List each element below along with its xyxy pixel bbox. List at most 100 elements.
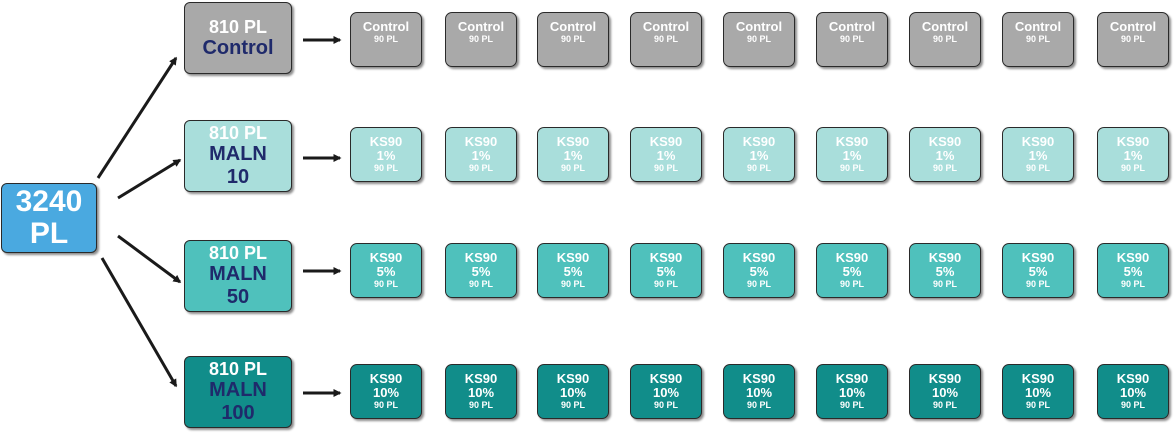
group-pl-count: 810 PL	[208, 243, 268, 263]
tank-concentration: 5%	[1028, 264, 1048, 279]
tank-name: KS90	[928, 134, 962, 149]
tank-box-maln100-1: KS90 10% 90 PL	[350, 364, 422, 419]
tank-box-control-3: Control 90 PL	[537, 12, 609, 67]
tank-concentration: 5%	[935, 264, 955, 279]
group-pl-count: 810 PL	[208, 123, 268, 143]
tank-concentration: 1%	[471, 148, 491, 163]
tank-box-maln50-6: KS90 5% 90 PL	[816, 243, 888, 298]
tank-box-maln50-5: KS90 5% 90 PL	[723, 243, 795, 298]
tank-box-control-9: Control 90 PL	[1097, 12, 1169, 67]
tank-box-maln100-6: KS90 10% 90 PL	[816, 364, 888, 419]
tank-box-maln10-6: KS90 1% 90 PL	[816, 127, 888, 182]
tank-pl-count: 90 PL	[1025, 34, 1050, 44]
tank-pl-count: 90 PL	[839, 279, 864, 289]
tank-concentration: 10%	[372, 385, 400, 400]
tank-name: Control	[1014, 19, 1062, 34]
tank-pl-count: 90 PL	[746, 279, 771, 289]
group-box-maln50: 810 PL MALN 50	[184, 240, 292, 312]
tank-box-maln10-3: KS90 1% 90 PL	[537, 127, 609, 182]
arrow-root-to-maln50	[117, 234, 182, 284]
group-name: MALN	[209, 379, 267, 401]
tank-name: Control	[828, 19, 876, 34]
tank-box-maln10-8: KS90 1% 90 PL	[1002, 127, 1074, 182]
tank-concentration: 1%	[1028, 148, 1048, 163]
tank-name: KS90	[464, 371, 498, 386]
tank-concentration: 1%	[376, 148, 396, 163]
tank-box-maln50-3: KS90 5% 90 PL	[537, 243, 609, 298]
tank-pl-count: 90 PL	[468, 34, 493, 44]
tank-name: KS90	[556, 134, 590, 149]
tank-concentration: 1%	[1123, 148, 1143, 163]
tank-name: KS90	[742, 134, 776, 149]
tank-name: KS90	[464, 250, 498, 265]
tank-pl-count: 90 PL	[373, 279, 398, 289]
tank-pl-count: 90 PL	[932, 34, 957, 44]
group-dose: 10	[226, 166, 250, 188]
group-box-control: 810 PL Control	[184, 2, 292, 74]
tank-box-maln10-9: KS90 1% 90 PL	[1097, 127, 1169, 182]
tank-box-maln100-5: KS90 10% 90 PL	[723, 364, 795, 419]
tank-name: KS90	[1116, 250, 1150, 265]
tank-box-control-2: Control 90 PL	[445, 12, 517, 67]
tank-name: KS90	[369, 134, 403, 149]
tank-concentration: 1%	[563, 148, 583, 163]
tank-pl-count: 90 PL	[746, 400, 771, 410]
tank-pl-count: 90 PL	[1120, 34, 1145, 44]
tank-name: KS90	[649, 134, 683, 149]
tank-pl-count: 90 PL	[839, 400, 864, 410]
tank-pl-count: 90 PL	[839, 34, 864, 44]
group-pl-count: 810 PL	[208, 16, 268, 37]
tank-name: KS90	[649, 250, 683, 265]
tank-name: KS90	[369, 250, 403, 265]
tank-box-maln10-1: KS90 1% 90 PL	[350, 127, 422, 182]
tank-concentration: 10%	[931, 385, 959, 400]
tank-concentration: 5%	[842, 264, 862, 279]
tank-pl-count: 90 PL	[653, 34, 678, 44]
tank-box-maln10-2: KS90 1% 90 PL	[445, 127, 517, 182]
tank-name: Control	[735, 19, 783, 34]
tank-pl-count: 90 PL	[1120, 400, 1145, 410]
tank-pl-count: 90 PL	[1120, 163, 1145, 173]
tank-box-maln100-4: KS90 10% 90 PL	[630, 364, 702, 419]
tank-name: KS90	[649, 371, 683, 386]
tank-name: KS90	[928, 250, 962, 265]
tank-concentration: 10%	[745, 385, 773, 400]
tank-pl-count: 90 PL	[1025, 400, 1050, 410]
tank-pl-count: 90 PL	[560, 400, 585, 410]
tank-name: KS90	[556, 371, 590, 386]
tank-box-maln10-7: KS90 1% 90 PL	[909, 127, 981, 182]
group-box-maln100: 810 PL MALN 100	[184, 356, 292, 428]
arrow-root-to-maln10	[117, 158, 182, 200]
tank-concentration: 10%	[1119, 385, 1147, 400]
tank-name: KS90	[835, 134, 869, 149]
tank-box-control-7: Control 90 PL	[909, 12, 981, 67]
tank-name: KS90	[369, 371, 403, 386]
tank-pl-count: 90 PL	[839, 163, 864, 173]
root-box-total-pl: 3240 PL	[1, 183, 97, 253]
tank-name: KS90	[835, 250, 869, 265]
tank-name: Control	[642, 19, 690, 34]
tank-pl-count: 90 PL	[373, 163, 398, 173]
tank-concentration: 10%	[1024, 385, 1052, 400]
tank-name: Control	[1109, 19, 1157, 34]
tank-pl-count: 90 PL	[373, 34, 398, 44]
tank-concentration: 5%	[749, 264, 769, 279]
tank-pl-count: 90 PL	[653, 279, 678, 289]
tank-name: KS90	[928, 371, 962, 386]
tank-concentration: 1%	[842, 148, 862, 163]
tank-concentration: 5%	[656, 264, 676, 279]
tank-box-maln100-7: KS90 10% 90 PL	[909, 364, 981, 419]
arrow-root-to-control	[96, 56, 178, 179]
tank-pl-count: 90 PL	[560, 34, 585, 44]
tank-concentration: 5%	[563, 264, 583, 279]
group-box-maln10: 810 PL MALN 10	[184, 120, 292, 192]
arrow-root-to-maln100	[100, 257, 178, 388]
tank-box-control-6: Control 90 PL	[816, 12, 888, 67]
tank-box-maln50-1: KS90 5% 90 PL	[350, 243, 422, 298]
tank-pl-count: 90 PL	[746, 34, 771, 44]
tank-pl-count: 90 PL	[746, 163, 771, 173]
tank-pl-count: 90 PL	[1120, 279, 1145, 289]
tank-pl-count: 90 PL	[932, 163, 957, 173]
tank-box-control-5: Control 90 PL	[723, 12, 795, 67]
group-dose: 50	[226, 286, 250, 308]
